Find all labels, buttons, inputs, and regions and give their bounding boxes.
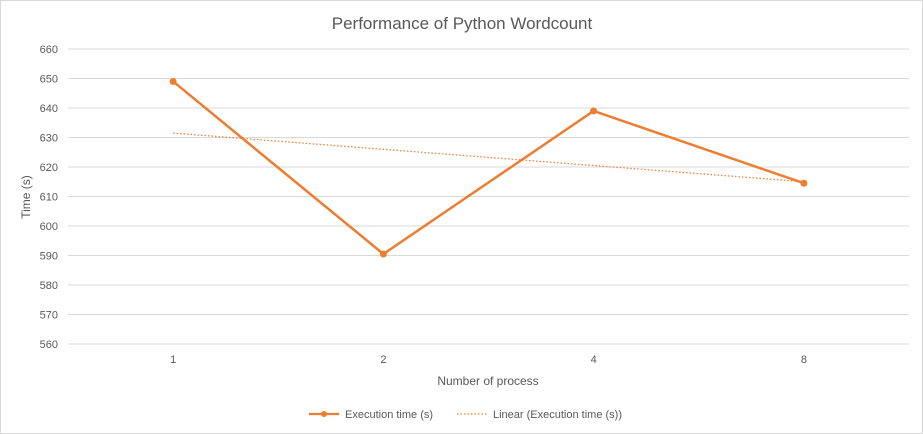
y-tick-label-560: 560: [40, 339, 58, 351]
data-point-execution-time-4: [590, 107, 598, 115]
x-tick-label-4: 4: [591, 354, 597, 366]
y-tick-label-580: 580: [40, 280, 58, 292]
x-tick-label-1: 1: [170, 354, 176, 366]
series-layer: [169, 77, 808, 258]
legend-label-execution-time: Execution time (s): [345, 409, 433, 421]
y-tick-label-620: 620: [40, 162, 58, 174]
legend-label-linear-trend: Linear (Execution time (s)): [493, 409, 622, 421]
y-axis-ticks: 560 570 580 590 600 610 620 630 640 650 660: [40, 44, 58, 351]
gridlines: [68, 48, 909, 315]
y-tick-label-630: 630: [40, 133, 58, 145]
y-axis-title: Time (s): [19, 175, 33, 219]
y-tick-label-640: 640: [40, 103, 58, 115]
legend-marker-execution-time: [321, 411, 327, 417]
series-line-linear-trend: [173, 132, 804, 183]
y-tick-label-660: 660: [40, 44, 58, 56]
x-tick-label-2: 2: [380, 354, 386, 366]
series-line-execution-time: [172, 80, 805, 256]
x-tick-label-8: 8: [801, 354, 807, 366]
chart-title: Performance of Python Wordcount: [332, 14, 593, 33]
y-tick-label-650: 650: [40, 74, 58, 86]
y-tick-label-600: 600: [40, 221, 58, 233]
y-tick-label-570: 570: [40, 310, 58, 322]
data-point-execution-time-2: [379, 250, 387, 258]
y-tick-label-590: 590: [40, 251, 58, 263]
legend: Execution time (s) Linear (Execution tim…: [309, 409, 622, 421]
x-axis-title: Number of process: [437, 374, 538, 388]
x-axis-ticks: 1 2 4 8: [170, 354, 807, 366]
y-tick-label-610: 610: [40, 192, 58, 204]
data-point-execution-time-1: [169, 77, 177, 85]
data-point-execution-time-8: [800, 179, 808, 187]
